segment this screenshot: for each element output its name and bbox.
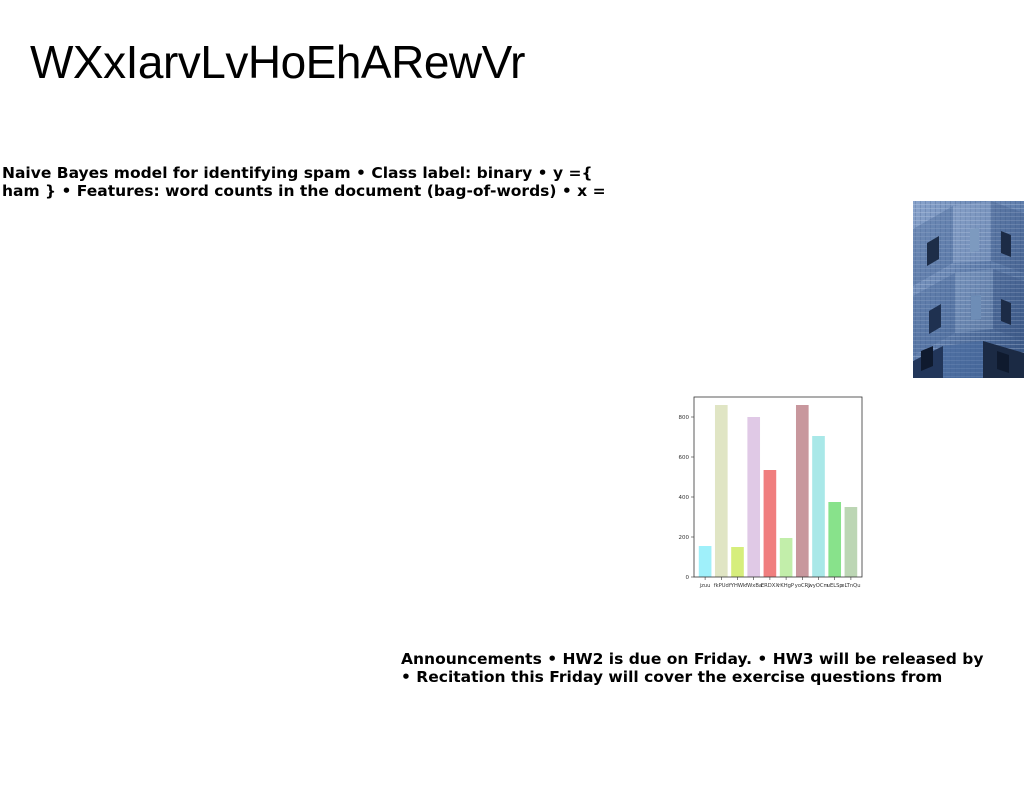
x-tick-label: uELSp — [827, 583, 844, 589]
y-tick-label: 800 — [679, 415, 690, 421]
spam-model-paragraph: Naive Bayes model for identifying spam •… — [2, 164, 606, 200]
x-tick-label: jzuu — [699, 583, 711, 589]
bar-jzuu — [698, 546, 712, 577]
bar-eLTnQu — [844, 507, 858, 577]
bar-uELSp — [828, 502, 842, 577]
bar-wyOCm — [812, 436, 825, 577]
x-tick-label: fWxBa — [745, 583, 762, 589]
x-tick-label: wyOCm — [808, 583, 828, 589]
y-tick-label: 600 — [679, 455, 690, 461]
bar-fkPUd — [714, 405, 728, 577]
slide-title: WXxIarvLvHoEhARewVr — [30, 36, 525, 88]
bar-rKHgP — [779, 538, 793, 577]
x-tick-label: ERDXX — [761, 583, 779, 589]
plot-frame — [693, 396, 863, 578]
bar-fYHWk — [731, 547, 744, 577]
building-photo — [913, 201, 1024, 378]
bar-yoCRJ — [795, 405, 809, 577]
announcements-line-2: • Recitation this Friday will cover the … — [401, 668, 943, 686]
y-tick-label: 200 — [679, 535, 690, 541]
y-tick-label: 400 — [679, 495, 690, 501]
announcements-line-1: Announcements • HW2 is due on Friday. • … — [401, 650, 984, 668]
x-tick-label: rKHgP — [778, 583, 794, 589]
spam-line-1: Naive Bayes model for identifying spam •… — [2, 164, 593, 182]
x-tick-label: eLTnQu — [841, 583, 860, 589]
x-tick-label: fYHWk — [729, 583, 746, 589]
announcements-paragraph: Announcements • HW2 is due on Friday. • … — [401, 650, 984, 686]
bar-fWxBa — [747, 417, 761, 577]
x-tick-label: fkPUd — [714, 583, 729, 589]
y-tick-label: 0 — [686, 575, 690, 581]
bar-ERDXX — [763, 470, 777, 577]
spam-line-2: ham } • Features: word counts in the doc… — [2, 182, 606, 200]
x-tick-label: yoCRJ — [795, 583, 810, 589]
